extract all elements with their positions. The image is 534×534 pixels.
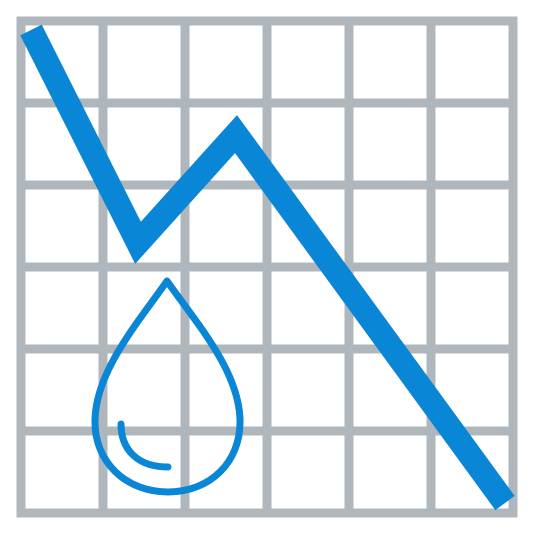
trend-line — [20, 24, 515, 511]
drop-outline — [91, 277, 244, 496]
water-drop-icon — [91, 277, 244, 496]
chart-grid — [16, 16, 518, 518]
drop-highlight — [117, 420, 172, 471]
